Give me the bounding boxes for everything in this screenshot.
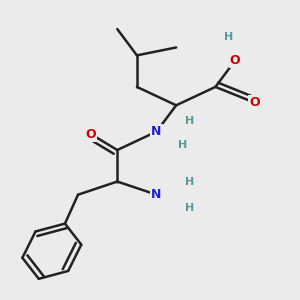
- Text: H: H: [184, 203, 194, 213]
- Text: N: N: [152, 125, 162, 138]
- Text: O: O: [230, 54, 240, 67]
- Text: H: H: [178, 140, 187, 150]
- Text: N: N: [152, 188, 162, 201]
- Text: H: H: [184, 116, 194, 126]
- Text: O: O: [249, 96, 260, 109]
- Text: H: H: [184, 176, 194, 187]
- Text: O: O: [86, 128, 96, 141]
- Text: H: H: [224, 32, 233, 42]
